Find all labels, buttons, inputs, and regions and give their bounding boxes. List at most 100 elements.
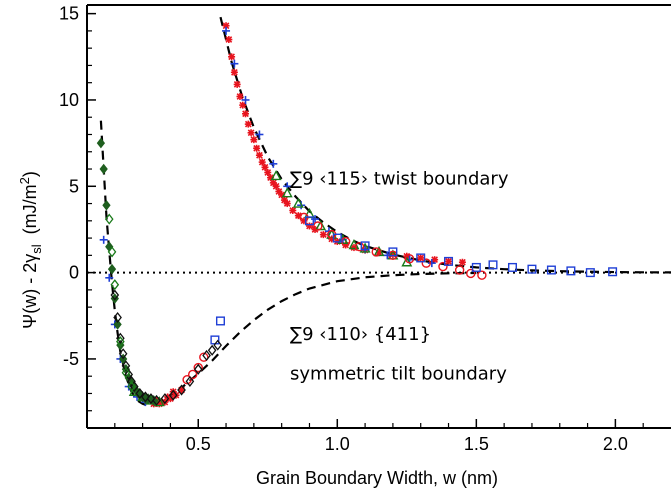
data-point <box>269 159 278 168</box>
data-point <box>99 235 108 244</box>
data-point <box>258 158 266 166</box>
data-point <box>332 233 342 243</box>
y-tick-label: 10 <box>59 90 79 110</box>
data-point <box>304 216 314 226</box>
data-point <box>264 168 272 176</box>
data-point <box>107 246 117 258</box>
data-point <box>360 241 370 251</box>
x-tick-label: 1.0 <box>325 434 350 454</box>
data-point <box>566 266 576 276</box>
data-point <box>319 231 327 239</box>
data-point <box>116 336 125 348</box>
y-axis-title-superscript: 2 <box>17 177 32 184</box>
data-point <box>187 369 198 380</box>
data-point <box>466 268 476 279</box>
data-point <box>311 215 320 224</box>
data-point <box>281 187 293 198</box>
data-point <box>118 348 128 360</box>
data-point <box>215 316 225 326</box>
y-tick-label: 15 <box>59 4 79 24</box>
data-point <box>253 144 261 152</box>
data-point <box>110 289 120 301</box>
data-point <box>141 391 150 403</box>
data-points <box>96 22 618 408</box>
y-axis-title-units-close: ) <box>20 171 40 177</box>
data-point <box>99 163 108 175</box>
data-point <box>96 137 106 149</box>
data-point <box>401 256 413 267</box>
data-point <box>255 130 264 139</box>
data-point <box>124 368 134 381</box>
data-point <box>546 265 556 275</box>
annotations: ∑9 ‹115› twist boundary ∑9 ‹110› {411} sym… <box>290 169 509 385</box>
data-point <box>116 332 125 344</box>
data-point <box>121 367 131 379</box>
data-point <box>207 344 217 356</box>
data-point <box>477 270 487 280</box>
data-point <box>178 386 186 394</box>
data-point <box>230 59 239 68</box>
data-point <box>199 352 209 362</box>
annotation-1: ∑9 ‹115› twist boundary <box>290 169 509 190</box>
data-point <box>135 387 145 400</box>
data-point <box>244 120 252 128</box>
data-point <box>241 95 250 104</box>
data-point <box>527 264 537 274</box>
data-point <box>127 381 136 393</box>
data-point <box>153 396 165 407</box>
data-point <box>313 221 323 231</box>
data-point <box>427 259 436 268</box>
data-point <box>236 93 244 101</box>
data-point <box>113 319 122 330</box>
y-axis-title-subscript: sl <box>29 244 44 254</box>
data-point <box>289 206 297 214</box>
data-point <box>121 360 131 372</box>
data-point <box>213 339 223 351</box>
y-axis-title-main: Ψ(w) - 2γ <box>20 254 40 329</box>
y-tick-label: 0 <box>69 263 79 283</box>
data-point <box>160 393 170 405</box>
data-point <box>471 262 481 272</box>
data-point <box>421 258 431 268</box>
x-axis-title: Grain Boundary Width, w (nm) <box>256 468 498 488</box>
data-point <box>177 384 186 396</box>
data-point <box>233 80 241 88</box>
y-tick-label: -5 <box>63 349 79 369</box>
data-point <box>105 273 114 282</box>
data-point <box>507 262 517 272</box>
data-point <box>417 254 425 262</box>
data-point <box>168 389 178 401</box>
data-point <box>292 197 304 208</box>
data-point <box>585 268 595 278</box>
data-point <box>107 263 117 275</box>
data-point <box>388 247 398 257</box>
x-tick-label: 1.5 <box>464 434 489 454</box>
data-point <box>113 311 122 324</box>
data-point <box>488 260 498 270</box>
data-point <box>102 199 111 211</box>
data-point <box>272 182 280 190</box>
data-point <box>202 349 211 362</box>
fit-curves <box>99 16 671 407</box>
x-tick-label: 0.5 <box>186 434 211 454</box>
fit-curve-1 <box>219 16 671 274</box>
annotation-3: symmetric tilt boundary <box>290 364 507 385</box>
data-point <box>110 279 120 291</box>
x-tick-label: 2.0 <box>603 434 628 454</box>
data-point <box>247 129 255 137</box>
data-point <box>105 241 114 253</box>
data-point <box>444 256 454 266</box>
data-point <box>230 68 238 76</box>
data-point <box>438 261 448 272</box>
data-point <box>185 375 195 387</box>
data-point <box>228 53 236 61</box>
data-point <box>305 222 313 230</box>
data-point <box>261 163 269 171</box>
data-point <box>104 213 114 225</box>
data-point <box>270 169 282 181</box>
data-point <box>242 110 250 118</box>
data-point <box>152 394 161 406</box>
data-point <box>222 22 230 30</box>
data-point <box>193 362 203 373</box>
